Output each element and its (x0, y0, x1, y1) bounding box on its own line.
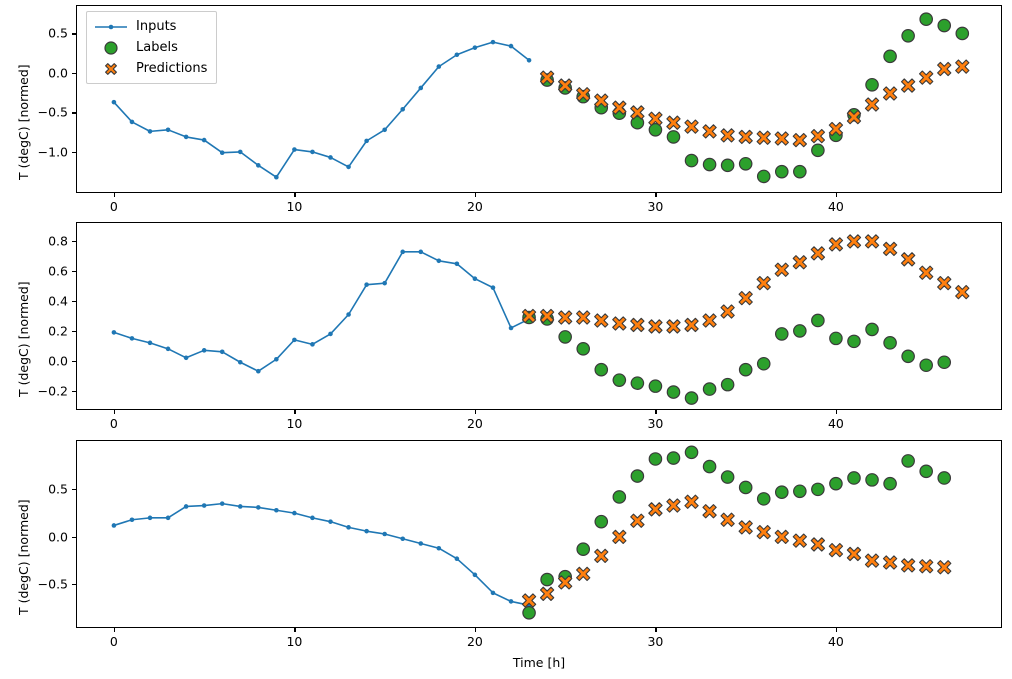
y-tick-label: −0.5 (37, 576, 68, 592)
x-tick-label: 40 (827, 199, 844, 214)
x-tick-mark (113, 193, 115, 197)
series-predictions (539, 59, 970, 148)
legend: Inputs Labels Predicti (86, 11, 218, 84)
line-marker-icon (94, 19, 128, 35)
panel-1-axes-frame (76, 5, 1002, 193)
y-tick-mark (72, 584, 76, 586)
x-tick-mark (294, 628, 296, 632)
x-tick-label: 30 (647, 199, 664, 214)
x-tick-mark (294, 193, 296, 197)
x-tick-mark (113, 628, 115, 632)
series-labels (522, 445, 952, 620)
x-tick-mark (835, 193, 838, 197)
x-tick-label: 0 (109, 416, 118, 431)
x-marker-icon (94, 61, 128, 77)
x-tick-label: 30 (647, 634, 664, 649)
x-tick-mark (294, 410, 296, 414)
x-tick-mark (655, 410, 657, 414)
x-tick-mark (655, 193, 657, 197)
x-tick-label: 10 (286, 199, 303, 214)
series-inputs (111, 39, 532, 180)
legend-item-predictions: Predictions (94, 59, 207, 78)
y-tick-label: 0.8 (48, 233, 68, 249)
x-tick-mark (474, 410, 476, 414)
y-tick-mark (72, 271, 76, 273)
series-labels (522, 310, 952, 405)
x-tick-label: 30 (647, 416, 664, 431)
x-tick-mark (835, 410, 838, 414)
series-inputs (111, 501, 532, 608)
x-tick-mark (474, 193, 476, 197)
panel-3-axes-frame (76, 440, 1002, 628)
series-inputs (111, 249, 532, 374)
x-tick-label: 0 (109, 199, 118, 214)
legend-label-predictions: Predictions (136, 61, 208, 76)
y-tick-mark (72, 72, 76, 75)
y-tick-label: 0.0 (48, 353, 68, 369)
panel-3-ylabel: T (degC) [normed] (16, 499, 31, 615)
series-predictions (521, 234, 970, 334)
y-tick-label: 0.5 (48, 25, 68, 41)
x-tick-label: 0 (109, 634, 118, 649)
x-axis-label: Time [h] (512, 655, 566, 670)
x-tick-label: 20 (466, 199, 483, 214)
y-tick-mark (72, 112, 76, 114)
x-tick-mark (113, 410, 115, 414)
y-tick-mark (72, 390, 76, 392)
panel-1-plot (111, 12, 970, 184)
panel-2 (76, 222, 1002, 410)
y-tick-mark (72, 360, 76, 362)
x-tick-label: 20 (466, 634, 483, 649)
circle-marker-icon (94, 40, 128, 56)
y-tick-label: −0.5 (37, 104, 68, 120)
x-tick-label: 40 (827, 634, 844, 649)
x-tick-label: 20 (466, 416, 483, 431)
panel-2-plot (111, 234, 970, 405)
panel-3 (76, 440, 1002, 628)
panel-1-ylabel: T (degC) [normed] (16, 64, 31, 180)
y-tick-label: −0.2 (37, 383, 68, 399)
panel-1: Inputs Labels Predicti (76, 5, 1002, 193)
y-tick-label: 0.0 (48, 65, 68, 81)
x-tick-label: 10 (286, 416, 303, 431)
legend-item-labels: Labels (94, 38, 207, 57)
legend-label-labels: Labels (136, 40, 178, 55)
y-tick-label: 0.2 (48, 323, 68, 339)
y-tick-label: 0.5 (48, 481, 68, 497)
y-tick-mark (72, 330, 76, 332)
x-tick-mark (655, 628, 657, 632)
y-tick-mark (72, 301, 76, 303)
y-tick-label: −1.0 (37, 144, 68, 160)
legend-label-inputs: Inputs (136, 19, 177, 34)
x-tick-mark (835, 628, 838, 632)
x-tick-label: 40 (827, 416, 844, 431)
x-tick-mark (474, 628, 476, 632)
y-tick-mark (72, 489, 76, 491)
panel-2-ylabel: T (degC) [normed] (16, 281, 31, 397)
panel-3-plot (111, 445, 952, 620)
y-tick-mark (72, 241, 76, 243)
y-tick-mark (72, 536, 76, 538)
panel-2-axes-frame (76, 222, 1002, 410)
x-tick-label: 10 (286, 634, 303, 649)
series-predictions (521, 494, 952, 608)
legend-item-inputs: Inputs (94, 17, 207, 36)
y-tick-label: 0.0 (48, 529, 68, 545)
y-tick-label: 0.4 (48, 293, 68, 309)
y-tick-label: 0.6 (48, 263, 68, 279)
y-tick-mark (72, 151, 76, 154)
y-tick-mark (72, 33, 76, 35)
